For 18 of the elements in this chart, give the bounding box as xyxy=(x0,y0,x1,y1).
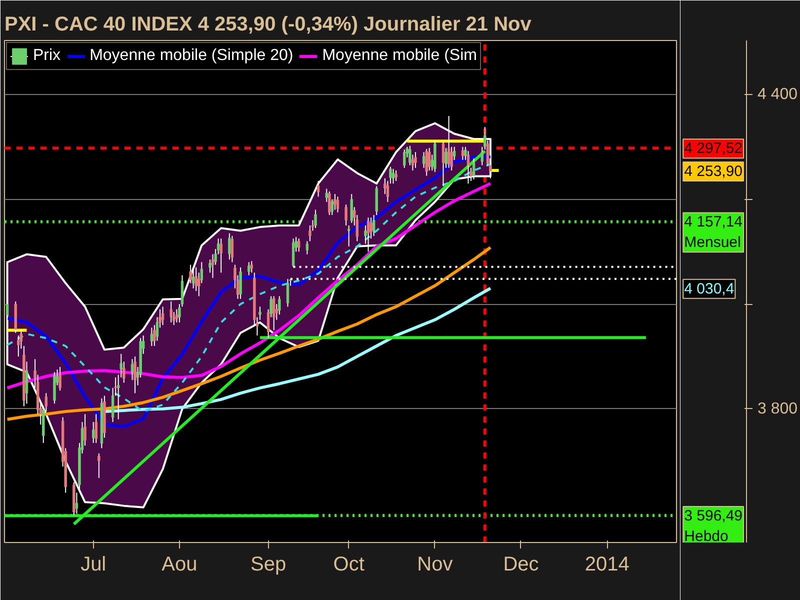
x-tick-label: Dec xyxy=(503,554,539,576)
ref-line-label: 3 596,49 Hebdo xyxy=(684,508,743,545)
legend-label: Moyenne mobile (Sim xyxy=(322,47,477,65)
legend-label: Prix xyxy=(33,47,61,65)
x-tick-label: Sep xyxy=(250,554,286,576)
legend-label: Moyenne mobile (Simple 20) xyxy=(90,47,294,65)
y-tick-label: 3 800 xyxy=(758,400,798,418)
text: 4 253,90 xyxy=(684,163,743,180)
text: 4 030,4 xyxy=(684,280,734,298)
x-tick-label: Jul xyxy=(80,554,106,576)
x-tick-label: Oct xyxy=(333,554,365,576)
x-tick-label: Aou xyxy=(162,554,198,576)
ref-line-label: 4 157,14 Mensuel xyxy=(684,214,743,252)
ref-line-label: 4 297,52 xyxy=(684,140,743,158)
chart-title: PXI - CAC 40 INDEX 4 253,90 (-0,34%) Journalier 21 Nov xyxy=(4,14,532,36)
y-tick-label: 4 400 xyxy=(758,86,798,103)
x-tick-label: 2014 xyxy=(584,554,630,576)
x-tick-label: Nov xyxy=(417,554,453,576)
